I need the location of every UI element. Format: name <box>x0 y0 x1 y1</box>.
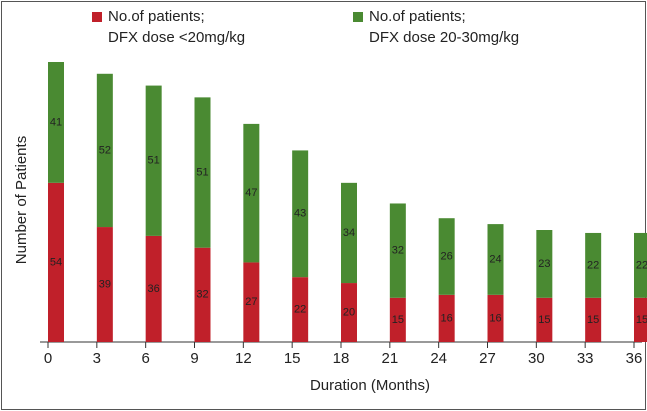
x-tick-label: 36 <box>626 350 643 367</box>
bar-segment <box>96 227 113 342</box>
bar-segment <box>96 73 113 228</box>
x-tick-label: 6 <box>141 350 149 367</box>
x-tick-label: 9 <box>190 350 198 367</box>
x-tick-label: 0 <box>44 350 52 367</box>
value-label: 15 <box>538 314 550 326</box>
bar-segment <box>536 297 553 342</box>
bar-segment <box>585 297 602 342</box>
x-tick-label: 24 <box>430 350 447 367</box>
x-tick-label: 21 <box>381 350 398 367</box>
value-label: 34 <box>343 227 355 239</box>
x-tick-label: 27 <box>479 350 496 367</box>
value-label: 15 <box>392 314 404 326</box>
bar-segment <box>536 230 553 298</box>
value-label: 27 <box>245 296 257 308</box>
bar-segment <box>634 232 647 298</box>
bar-segment <box>145 85 162 236</box>
value-label: 15 <box>636 314 647 326</box>
bar-segment <box>194 97 211 248</box>
value-label: 22 <box>587 259 599 271</box>
value-label: 51 <box>196 166 208 178</box>
value-label: 43 <box>294 208 306 220</box>
bar-segment <box>438 294 455 342</box>
bar-segment <box>487 294 504 342</box>
bar-segment <box>48 182 64 342</box>
bar-segment <box>585 232 602 298</box>
value-label: 32 <box>196 289 208 301</box>
bar-segment <box>634 297 647 342</box>
bar-segment <box>292 150 309 278</box>
bar-segment <box>292 277 309 342</box>
value-label: 51 <box>148 155 160 167</box>
value-label: 52 <box>99 144 111 156</box>
value-label: 36 <box>148 283 160 295</box>
legend-label: No.of patients; DFX dose <20mg/kg <box>108 8 246 46</box>
value-label: 47 <box>245 187 257 199</box>
value-label: 54 <box>50 256 62 268</box>
bar-segment <box>389 297 406 342</box>
value-label: 39 <box>99 278 111 290</box>
bar-segment <box>487 224 504 295</box>
x-tick-label: 15 <box>284 350 301 367</box>
value-label: 22 <box>636 259 647 271</box>
value-label: 16 <box>489 312 501 324</box>
value-label: 16 <box>441 312 453 324</box>
legend-entry: No.of patients; DFX dose 20-30mg/kg <box>353 6 519 48</box>
legend-label: No.of patients; DFX dose 20-30mg/kg <box>369 8 520 46</box>
x-tick-label: 33 <box>577 350 594 367</box>
bar-segment <box>145 235 162 342</box>
bar-segment <box>243 123 260 263</box>
value-label: 26 <box>441 250 453 262</box>
bar-segment <box>341 182 357 284</box>
legend-swatch <box>353 12 363 22</box>
legend-swatch <box>92 12 102 22</box>
value-label: 20 <box>343 306 355 318</box>
bar-segment <box>389 203 406 298</box>
value-label: 22 <box>294 303 306 315</box>
x-axis-label: Duration (Months) <box>310 377 430 394</box>
bar-segment <box>341 283 357 342</box>
x-tick-label: 12 <box>235 350 252 367</box>
x-tick-label: 30 <box>528 350 545 367</box>
value-label: 24 <box>489 253 501 265</box>
bar-segment <box>48 62 64 183</box>
x-tick-label: 18 <box>333 350 350 367</box>
bar-segment <box>194 247 211 342</box>
bar-segment <box>243 262 260 342</box>
value-label: 41 <box>50 116 62 128</box>
bar-segment <box>438 218 455 295</box>
value-label: 23 <box>538 258 550 270</box>
legend-entry: No.of patients; DFX dose <20mg/kg <box>92 6 245 48</box>
value-label: 15 <box>587 314 599 326</box>
x-tick-label: 3 <box>93 350 101 367</box>
value-label: 32 <box>392 245 404 257</box>
y-axis-label: Number of Patients <box>13 136 30 264</box>
